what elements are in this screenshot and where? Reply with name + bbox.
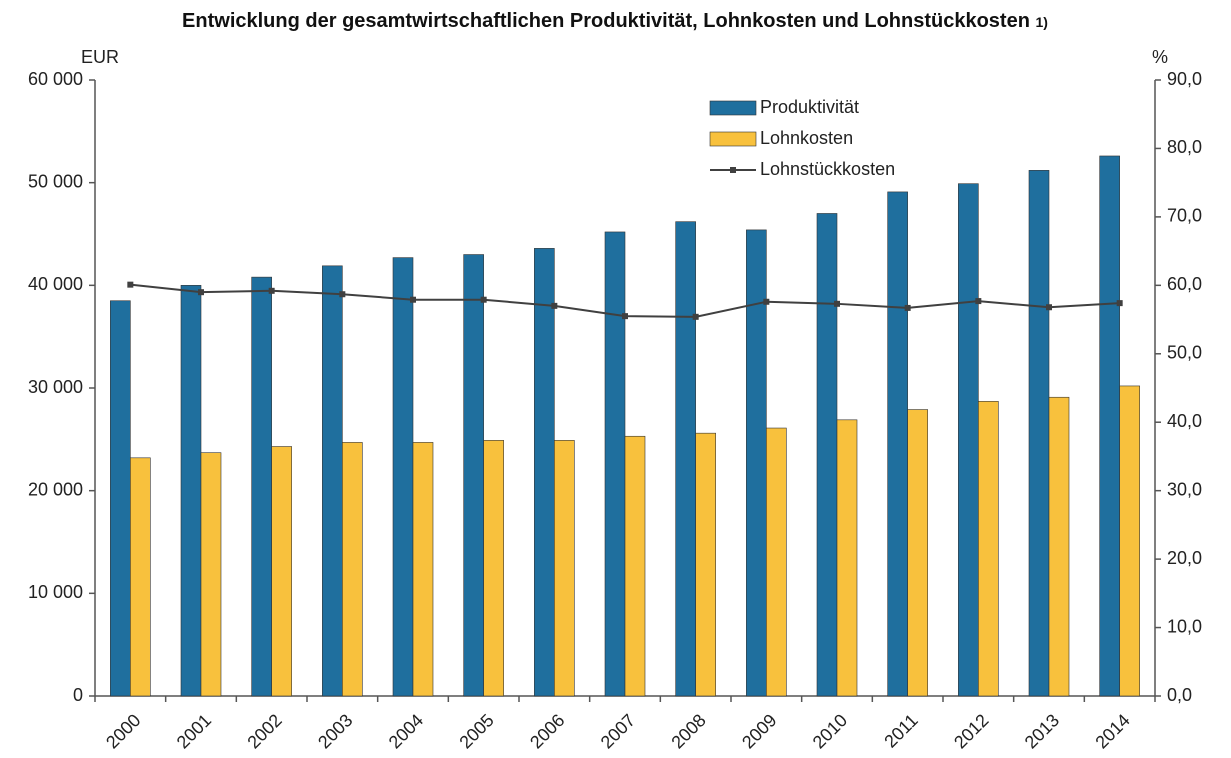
y2-tick-label: 90,0 — [1167, 69, 1202, 89]
line-marker — [551, 302, 558, 309]
y-tick-label: 60 000 — [28, 69, 83, 89]
line-marker — [692, 313, 699, 320]
y-tick-label: 0 — [73, 685, 83, 705]
y2-tick-label: 60,0 — [1167, 274, 1202, 294]
bar — [836, 419, 858, 697]
x-tick-label: 2002 — [243, 710, 285, 752]
x-tick-label: 2006 — [526, 710, 568, 752]
y-tick-label: 50 000 — [28, 171, 83, 191]
legend-label: Lohnkosten — [760, 128, 853, 148]
y2-tick-label: 40,0 — [1167, 411, 1202, 431]
bar — [483, 440, 504, 697]
bar — [766, 427, 787, 697]
bar — [534, 248, 555, 697]
x-tick-label: 2000 — [102, 710, 144, 752]
bar — [907, 409, 928, 697]
bar — [130, 457, 151, 697]
y2-tick-label: 50,0 — [1167, 343, 1202, 363]
bar — [695, 432, 716, 697]
x-tick-label: 2005 — [455, 710, 497, 752]
x-tick-label: 2013 — [1021, 710, 1063, 752]
line-marker — [1116, 300, 1123, 307]
y-tick-label: 40 000 — [28, 274, 83, 294]
y-tick-label: 30 000 — [28, 377, 83, 397]
line-marker — [268, 287, 275, 294]
line-marker — [1046, 304, 1052, 311]
line-marker — [198, 289, 204, 296]
y-tick-label: 10 000 — [28, 582, 83, 602]
legend-label: Lohnstückkosten — [760, 159, 895, 179]
bar — [1099, 155, 1120, 697]
bar — [624, 435, 646, 697]
bar — [180, 285, 202, 697]
title-note: 1) — [1035, 14, 1048, 30]
line-marker — [410, 296, 416, 303]
line-marker — [763, 298, 770, 305]
bar — [978, 401, 999, 697]
bar — [392, 257, 414, 697]
bar — [1119, 385, 1140, 697]
x-tick-label: 2011 — [880, 710, 922, 752]
x-tick-label: 2001 — [173, 710, 215, 752]
line-marker — [975, 298, 982, 305]
bar — [816, 213, 838, 697]
y2-tick-label: 0,0 — [1167, 685, 1192, 705]
line-marker — [480, 296, 487, 303]
x-tick-label: 2012 — [950, 710, 992, 752]
y2-tick-label: 70,0 — [1167, 206, 1202, 226]
x-tick-label: 2009 — [738, 710, 780, 752]
legend-marker — [730, 167, 736, 173]
legend-swatch — [709, 100, 757, 116]
legend-label: Produktivität — [760, 97, 859, 117]
chart-title: Entwicklung der gesamtwirtschaftlichen P… — [165, 8, 1065, 35]
bar — [675, 221, 696, 697]
bar — [463, 254, 484, 697]
y2-tick-label: 20,0 — [1167, 548, 1202, 568]
y2-axis-label: % — [1152, 47, 1168, 67]
x-tick-label: 2003 — [314, 710, 356, 752]
bar — [1048, 396, 1070, 697]
bar — [604, 231, 626, 697]
bar — [412, 442, 434, 697]
line-marker — [904, 304, 911, 311]
bar — [887, 191, 908, 697]
y2-tick-label: 80,0 — [1167, 137, 1202, 157]
bar — [1028, 170, 1050, 697]
line-marker — [127, 281, 134, 288]
x-tick-label: 2008 — [667, 710, 709, 752]
bar — [271, 446, 292, 697]
bar — [554, 440, 575, 697]
bar — [342, 442, 363, 697]
x-tick-label: 2007 — [597, 710, 639, 752]
bar — [322, 265, 343, 697]
x-tick-label: 2014 — [1091, 710, 1133, 752]
y2-tick-label: 30,0 — [1167, 479, 1202, 499]
line-marker — [834, 300, 840, 307]
bar — [200, 452, 222, 697]
bar — [958, 183, 979, 697]
y2-tick-label: 10,0 — [1167, 616, 1202, 636]
title-text: Entwicklung der gesamtwirtschaftlichen P… — [182, 10, 1030, 32]
y-axis-label: EUR — [81, 47, 119, 67]
line-marker — [339, 291, 346, 298]
x-tick-label: 2010 — [809, 710, 851, 752]
y-tick-label: 20 000 — [28, 479, 83, 499]
legend-swatch — [709, 131, 757, 147]
line-marker — [622, 313, 628, 320]
bar — [251, 276, 272, 697]
bar — [110, 300, 131, 697]
x-tick-label: 2004 — [385, 710, 427, 752]
